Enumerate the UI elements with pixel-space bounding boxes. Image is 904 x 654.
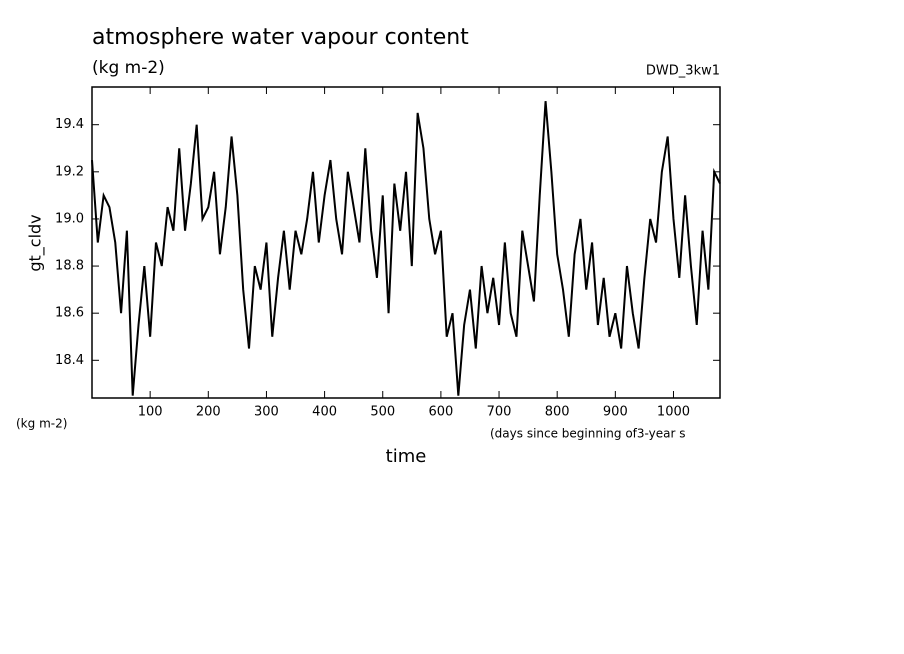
plot-frame: [91, 86, 721, 399]
x-units: (days since beginning of3-year s: [490, 427, 686, 441]
x-tick-label: 700: [487, 405, 512, 420]
chart-subtitle: (kg m-2): [92, 58, 165, 78]
x-tick-label: 800: [545, 405, 570, 420]
x-tick-label: 900: [603, 405, 628, 420]
y-tick-label: 18.8: [55, 259, 84, 274]
data-line: [91, 101, 721, 396]
x-tick-label: 600: [428, 405, 453, 420]
y-tick-label: 18.4: [55, 353, 84, 368]
x-tick-label: 1000: [657, 405, 690, 420]
y-tick-label: 18.6: [55, 306, 84, 321]
x-tick-label: 300: [254, 405, 279, 420]
chart-title: atmosphere water vapour content: [92, 25, 469, 50]
annotation: DWD_3kw1: [646, 64, 720, 79]
x-axis-label: time: [386, 446, 427, 467]
x-tick-label: 500: [370, 405, 395, 420]
y-axis-label: gt_cldv: [26, 214, 46, 271]
x-tick-label: 100: [138, 405, 163, 420]
x-tick-label: 400: [312, 405, 337, 420]
y-units: (kg m-2): [16, 417, 67, 431]
y-tick-label: 19.2: [55, 164, 84, 179]
y-tick-label: 19.4: [55, 117, 84, 132]
y-tick-label: 19.0: [55, 211, 84, 226]
x-tick-label: 200: [196, 405, 221, 420]
